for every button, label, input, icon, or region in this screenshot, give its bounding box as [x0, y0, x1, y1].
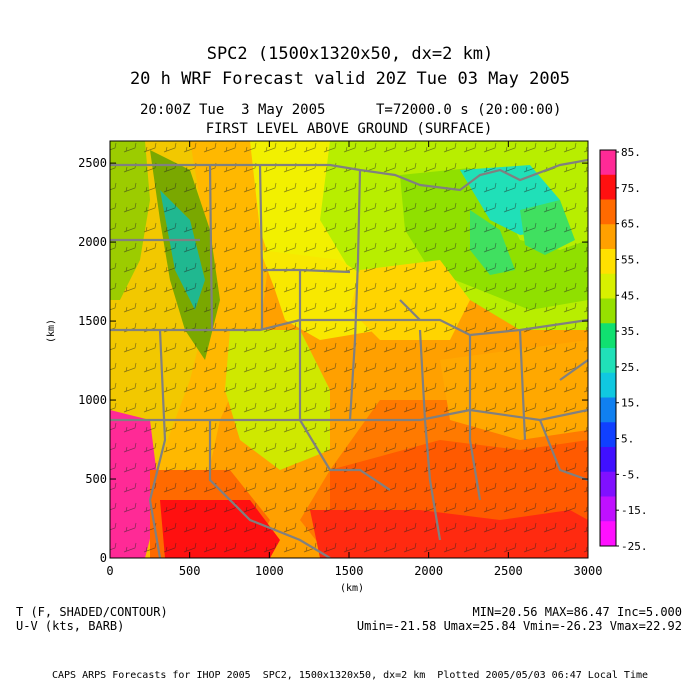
x-tick-label: 2500 [494, 564, 523, 578]
colorbar-swatch [600, 273, 616, 299]
colorbar-swatch [600, 447, 616, 473]
x-axis-label: (km) [340, 583, 365, 594]
colorbar-swatch [600, 150, 616, 176]
colorbar-label: 85. [621, 146, 641, 159]
colorbar-frame [599, 149, 617, 547]
colorbar-label: -5. [621, 468, 641, 481]
colorbar-swatch [600, 471, 616, 497]
colorbar-label: 35. [621, 325, 641, 338]
colorbar-swatch [600, 397, 616, 423]
colorbar-swatch [600, 521, 616, 547]
y-tick-label: 2500 [78, 156, 107, 170]
colorbar-label: 45. [621, 289, 641, 302]
x-axis: 0 500 1000 1500 2000 2500 3000 [106, 141, 602, 578]
colorbar-label: 15. [621, 397, 641, 410]
colorbar-swatch [600, 348, 616, 374]
x-tick-label: 0 [106, 564, 113, 578]
colorbar-swatch [600, 372, 616, 398]
y-tick-label: 500 [85, 472, 107, 486]
x-tick-label: 2000 [414, 564, 443, 578]
shaded-field-legend: T (F, SHADED/CONTOUR) [16, 605, 168, 619]
colorbar-label: 25. [621, 361, 641, 374]
map-title-line1: SPC2 (1500x1320x50, dx=2 km) [206, 44, 494, 64]
colorbar-label: 5. [621, 433, 634, 446]
colorbar-swatch [600, 199, 616, 225]
colorbar-swatch [600, 249, 616, 275]
colorbar-swatch [600, 422, 616, 448]
colorbar-swatch [600, 224, 616, 250]
y-tick-label: 1500 [78, 314, 107, 328]
x-tick-label: 1000 [255, 564, 284, 578]
x-tick-label: 500 [179, 564, 201, 578]
colorbar-label: 75. [621, 182, 641, 195]
colorbar-label: -15. [621, 504, 648, 517]
colorbar-label: 65. [621, 218, 641, 231]
y-axis: 0 500 1000 1500 2000 2500 [78, 156, 588, 565]
colorbar-label: -25. [621, 540, 648, 553]
barb-field-legend: U-V (kts, BARB) [16, 619, 125, 633]
wind-stats: Umin=-21.58 Umax=25.84 Vmin=-26.23 Vmax=… [356, 619, 682, 633]
colorbar-label: 55. [621, 253, 641, 266]
colorbar-swatch [600, 174, 616, 200]
colorbar: 85. 75. 65. 55. 45. 35. 25. 15. 5. -5. -15. -25. [599, 146, 648, 553]
x-tick-label: 1500 [335, 564, 364, 578]
y-tick-label: 1000 [78, 393, 107, 407]
state-boundaries [110, 158, 588, 558]
y-axis-label: (km) [46, 318, 57, 343]
colorbar-swatch [600, 496, 616, 522]
wind-barbs [110, 141, 588, 558]
valid-time-label: 20:00Z Tue 3 May 2005 T=72000.0 s (20:00… [140, 102, 562, 118]
map-title-line2: 20 h WRF Forecast valid 20Z Tue 03 May 2… [129, 69, 571, 89]
plot-credit: CAPS ARPS Forecasts for IHOP 2005 SPC2, … [51, 670, 649, 681]
x-tick-label: 3000 [574, 564, 603, 578]
field-stats: MIN=20.56 MAX=86.47 Inc=5.000 [472, 605, 682, 619]
y-tick-label: 0 [100, 551, 107, 565]
colorbar-swatch [600, 298, 616, 324]
y-tick-label: 2000 [78, 235, 107, 249]
level-label: FIRST LEVEL ABOVE GROUND (SURFACE) [205, 121, 493, 137]
colorbar-swatch [600, 323, 616, 349]
